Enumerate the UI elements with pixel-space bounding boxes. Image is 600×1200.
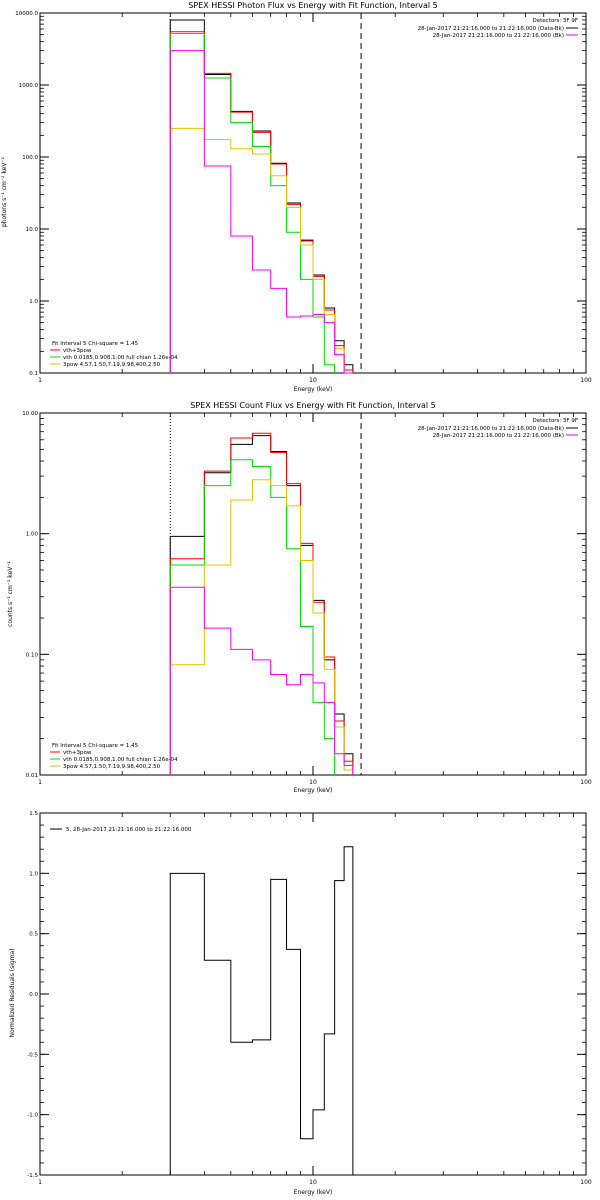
legend-top: Detectors: 3F 9F 28-Jan-2017 21:21:16.00… xyxy=(418,18,578,39)
data-series xyxy=(169,432,354,775)
y-tick-label: 1.5 xyxy=(29,811,38,817)
legend-bottom: Fit Interval 5 Chi-square = 1.45 vth+3po… xyxy=(50,743,178,770)
y-tick-label: -0.5 xyxy=(27,1052,38,1058)
y-tick-label: -1.0 xyxy=(27,1113,38,1119)
data-series xyxy=(169,19,354,374)
x-tick-label: 10 xyxy=(309,779,317,786)
legend-vth3pow-label: vth+3pow xyxy=(63,348,92,354)
legend-bottom: Fit Interval 5 Chi-square = 1.45 vth+3po… xyxy=(50,341,178,368)
series-bk-line xyxy=(169,50,353,374)
legend-3pow-label: 3pow 4.57,1.50,7.19,9.98,400,2.50 xyxy=(63,764,161,770)
axis-ticks: 1 10 100 -1.5 -1.0 -0.5 0.0 0.5 1.0 1.5 xyxy=(27,811,592,1186)
y-tick-label: 100.0 xyxy=(22,155,38,161)
x-tick-label: 10 xyxy=(309,377,317,384)
chart-title: SPEX HESSI Count Flux vs Energy with Fit… xyxy=(190,401,435,410)
series-data-bk-line xyxy=(169,19,354,373)
legend-top: Detectors: 3F 9F 28-Jan-2017 21:21:16.00… xyxy=(418,418,578,439)
x-tick-label: 100 xyxy=(580,377,592,384)
y-tick-label: 1.0 xyxy=(29,871,38,877)
x-tick-label: 10 xyxy=(309,1179,317,1186)
legend-3pow-label: 3pow 4.57,1.50,7.19,9.98,400,2.50 xyxy=(63,362,161,368)
y-tick-label: 1.00 xyxy=(26,532,39,538)
legend-detectors-title: Detectors: 3F 9F xyxy=(532,18,578,24)
count-flux-panel: SPEX HESSI Count Flux vs Energy with Fit… xyxy=(7,401,592,794)
y-tick-label: 0.10 xyxy=(26,652,39,658)
series-vth-line xyxy=(169,32,336,373)
series-vth-3pow-line xyxy=(169,432,354,775)
legend-fit-title: Fit Interval 5 Chi-square = 1.45 xyxy=(52,341,139,347)
series-3pow-line xyxy=(169,479,354,775)
legend-bk-label: 28-Jan-2017 21:21:16.000 to 21:22:16.000… xyxy=(433,433,564,439)
legend-fit-title: Fit Interval 5 Chi-square = 1.45 xyxy=(52,743,139,749)
axis-ticks: 1 10 100 0.01 0.10 1.00 10.00 xyxy=(22,411,592,786)
x-tick-label: 1 xyxy=(38,779,42,786)
legend-bk-label: 28-Jan-2017 21:21:16.000 to 21:22:16.000… xyxy=(433,33,564,39)
residuals-panel: Energy (keV) Normalized Residuals (sigma… xyxy=(9,811,592,1196)
x-axis-label: Energy (keV) xyxy=(294,787,333,794)
y-tick-label: 10.0 xyxy=(26,227,39,233)
y-tick-label: 10000.0 xyxy=(15,11,38,17)
legend-data-bk-label: 28-Jan-2017 21:21:16.000 to 21:22:16.000… xyxy=(418,426,564,432)
series-residuals-line xyxy=(169,846,354,1175)
legend-residual-label: 5, 28-Jan-2017 21:21:16.000 to 21:22:16.… xyxy=(66,827,192,833)
y-tick-label: 0.5 xyxy=(29,932,38,938)
legend-data-bk-label: 28-Jan-2017 21:21:16.000 to 21:22:16.000… xyxy=(418,26,564,32)
legend-vth-label: vth 0.0185,0.908,1.00 full chian 1.26e-0… xyxy=(63,355,178,361)
series-vth-line xyxy=(169,459,336,775)
y-axis-label: photons s⁻¹ cm⁻² keV⁻¹ xyxy=(1,156,8,227)
legend-vth-label: vth 0.0185,0.908,1.00 full chian 1.26e-0… xyxy=(63,757,178,763)
x-axis-label: Energy (keV) xyxy=(294,386,333,393)
legend-top-left: 5, 28-Jan-2017 21:21:16.000 to 21:22:16.… xyxy=(50,827,192,833)
x-axis-label: Energy (keV) xyxy=(294,1189,333,1196)
y-tick-label: 10.00 xyxy=(22,411,38,417)
chart-title: SPEX HESSI Photon Flux vs Energy with Fi… xyxy=(188,1,438,10)
x-tick-label: 100 xyxy=(580,1179,592,1186)
series-vth-3pow-line xyxy=(169,31,354,373)
legend-detectors-title: Detectors: 3F 9F xyxy=(532,418,578,424)
y-tick-label: 0.1 xyxy=(29,371,38,377)
y-tick-label: -1.5 xyxy=(27,1173,38,1179)
x-tick-label: 100 xyxy=(580,779,592,786)
series-data-bk-line xyxy=(169,435,354,775)
x-tick-label: 1 xyxy=(38,377,42,384)
y-tick-label: 0.0 xyxy=(29,992,38,998)
x-tick-label: 1 xyxy=(38,1179,42,1186)
legend-vth3pow-label: vth+3pow xyxy=(63,750,92,756)
y-tick-label: 0.01 xyxy=(26,773,38,779)
y-tick-label: 1000.0 xyxy=(19,83,39,89)
y-axis-label: counts s⁻¹ cm⁻² keV⁻¹ xyxy=(7,561,14,627)
series-bk-line xyxy=(169,586,354,775)
y-tick-label: 1.0 xyxy=(29,299,38,305)
data-series xyxy=(169,846,354,1175)
y-axis-label: Normalized Residuals (sigma) xyxy=(9,948,16,1037)
photon-flux-panel: SPEX HESSI Photon Flux vs Energy with Fi… xyxy=(1,1,592,393)
